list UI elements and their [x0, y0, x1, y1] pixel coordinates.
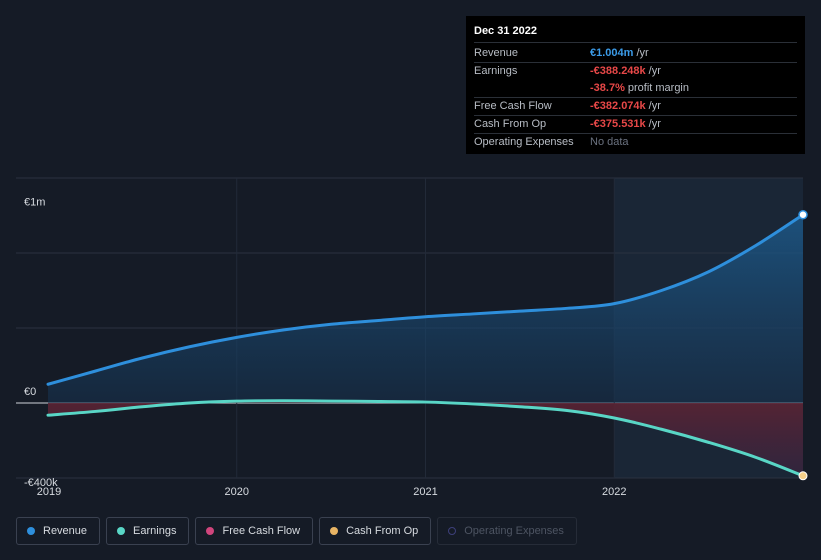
legend-item-free-cash-flow[interactable]: Free Cash Flow [195, 517, 314, 545]
tooltip-row-value: -€388.248k [590, 65, 646, 77]
tooltip-row-value: -€375.531k [590, 118, 646, 130]
legend-label: Cash From Op [346, 525, 419, 537]
tooltip-row-label [474, 80, 590, 97]
legend-label: Revenue [43, 525, 88, 537]
tooltip-row: Free Cash Flow -€382.074k/yr [474, 98, 797, 116]
tooltip-row: Cash From Op -€375.531k/yr [474, 116, 797, 134]
legend-item-operating-expenses[interactable]: Operating Expenses [437, 517, 577, 545]
revenue-area [48, 214, 803, 403]
free-cash-flow-dot-icon [206, 527, 215, 535]
tooltip-row-value: €1.004m [590, 47, 634, 59]
tooltip-rows: Revenue €1.004m/yr Earnings -€388.248k/yr -3… [474, 45, 797, 151]
series-lines [46, 213, 805, 478]
cash-from-op-dot-icon [330, 527, 339, 535]
chart-legend: Revenue Earnings Free Cash Flow Cash From O… [16, 517, 583, 545]
x-tick-label: 2021 [413, 486, 437, 498]
end-markers [798, 210, 808, 481]
earnings-end-marker [798, 471, 808, 481]
tooltip-row-unit: /yr [648, 100, 661, 112]
tooltip-row-unit: /yr [648, 65, 661, 77]
tooltip-row: -38.7% profit margin [474, 80, 797, 98]
tooltip-row-unit: /yr [648, 118, 661, 130]
legend-item-cash-from-op[interactable]: Cash From Op [319, 517, 432, 545]
legend-label: Operating Expenses [464, 525, 564, 537]
tooltip-row-unit: /yr [636, 47, 649, 59]
tooltip-row-label: Revenue [474, 47, 519, 59]
x-tick-label: 2019 [37, 486, 61, 498]
tooltip-row-label: Operating Expenses [474, 136, 574, 148]
tooltip-row-value: -€382.074k [590, 100, 646, 112]
legend-label: Free Cash Flow [222, 525, 301, 537]
revenue-line [46, 213, 805, 386]
earnings-dot-icon [117, 527, 126, 535]
tooltip-row-label: Cash From Op [474, 118, 547, 130]
revenue-dot-icon [27, 527, 35, 535]
legend-item-revenue[interactable]: Revenue [16, 517, 101, 545]
tooltip-row-unit: profit margin [627, 82, 689, 94]
y-tick-label: €1m [24, 197, 45, 209]
tooltip-row-label: Earnings [474, 65, 518, 77]
tooltip-row-value: No data [590, 136, 629, 148]
revenue-end-marker [798, 210, 808, 220]
earnings-line [46, 399, 805, 478]
x-tick-label: 2022 [602, 486, 626, 498]
y-tick-label: €0 [24, 386, 36, 398]
tooltip-row: Operating Expenses No data [474, 134, 797, 151]
legend-item-earnings[interactable]: Earnings [106, 517, 190, 545]
tooltip-row: Revenue €1.004m/yr [474, 45, 797, 63]
hover-tooltip: Dec 31 2022 Revenue €1.004m/yr Earnings -€3… [466, 16, 805, 154]
y-tick-label: -€400k [24, 477, 58, 489]
tooltip-row: Earnings -€388.248k/yr [474, 63, 797, 80]
tooltip-row-label: Free Cash Flow [474, 100, 552, 112]
tooltip-row-value: -38.7% [590, 82, 625, 94]
legend-label: Earnings [133, 525, 177, 537]
tooltip-date: Dec 31 2022 [474, 24, 797, 43]
operating-expenses-dot-icon [448, 527, 457, 535]
x-tick-label: 2020 [225, 486, 249, 498]
